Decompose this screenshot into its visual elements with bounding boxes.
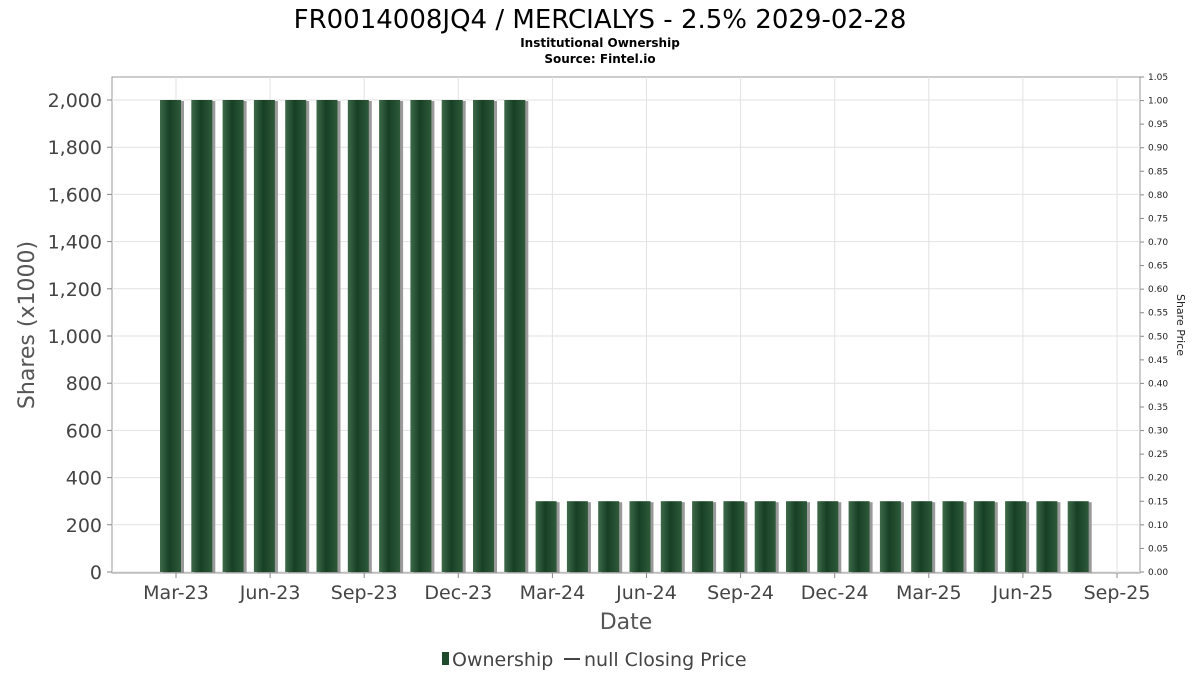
y-right-tick-label: 1.05 [1148, 73, 1168, 83]
legend-closing-price-label: null Closing Price [584, 649, 747, 671]
y-axis-right: 0.00 0.05 0.10 0.15 0.20 0.25 0.30 0.35 0.40 0.45… [1140, 73, 1168, 578]
ownership-bar [191, 100, 216, 573]
ownership-bar [598, 501, 623, 573]
chart-source: Source: Fintel.io [544, 52, 655, 66]
y-axis-right-label: Share Price [1174, 294, 1187, 356]
plot-area [111, 76, 1141, 574]
ownership-bar [754, 501, 779, 573]
ownership-bar [379, 100, 404, 573]
x-axis-label: Date [600, 610, 653, 635]
y-right-tick-label: 0.15 [1148, 497, 1168, 507]
y-tick-label: 1,800 [48, 137, 102, 159]
y-right-tick-label: 0.50 [1148, 332, 1168, 342]
x-tick-label: Sep-25 [1084, 582, 1151, 604]
x-tick-label: Mar-25 [896, 582, 962, 604]
ownership-bar [911, 501, 936, 573]
legend-ownership-swatch [442, 652, 449, 665]
y-tick-label: 2,000 [48, 90, 102, 112]
ownership-bar [879, 501, 904, 573]
legend-ownership-label: Ownership [452, 649, 553, 671]
y-tick-label: 0 [90, 562, 102, 584]
ownership-bar [723, 501, 748, 573]
ownership-bar [660, 501, 685, 573]
x-tick-label: Sep-24 [707, 582, 774, 604]
y-right-tick-label: 0.75 [1148, 214, 1168, 224]
chart-title: FR0014008JQ4 / MERCIALYS - 2.5% 2029-02-… [294, 5, 907, 35]
y-right-tick-label: 0.20 [1148, 474, 1168, 484]
y-right-tick-label: 0.85 [1148, 167, 1168, 177]
ownership-bar [410, 100, 435, 573]
y-tick-label: 200 [66, 515, 102, 537]
ownership-bar [504, 100, 529, 573]
y-right-tick-label: 0.65 [1148, 262, 1168, 272]
y-right-tick-label: 0.60 [1148, 285, 1168, 295]
y-right-tick-label: 0.10 [1148, 521, 1168, 531]
y-right-tick-label: 0.55 [1148, 309, 1168, 319]
ownership-bar [535, 501, 560, 573]
ownership-bar [316, 100, 341, 573]
y-tick-label: 400 [66, 468, 102, 490]
y-right-tick-label: 0.05 [1148, 544, 1168, 554]
ownership-bar [817, 501, 842, 573]
y-right-tick-label: 0.95 [1148, 120, 1168, 130]
y-axis-left: 0 200 400 600 800 1,000 1,200 1,400 1,600 1,800 2,… [48, 90, 112, 584]
ownership-bar [285, 100, 310, 573]
y-right-tick-label: 1.00 [1148, 97, 1168, 107]
ownership-bar [848, 501, 873, 573]
x-tick-label: Dec-23 [424, 582, 492, 604]
x-tick-label: Mar-23 [143, 582, 209, 604]
ownership-bar [1005, 501, 1030, 573]
y-right-tick-label: 0.40 [1148, 379, 1168, 389]
y-right-tick-label: 0.90 [1148, 144, 1168, 154]
ownership-bar [222, 100, 247, 573]
ownership-bar [441, 100, 466, 573]
bars-group [160, 100, 1092, 573]
ownership-bar [1067, 501, 1092, 573]
ownership-bar [1036, 501, 1061, 573]
ownership-bar [942, 501, 967, 573]
legend: Ownership null Closing Price [442, 649, 747, 671]
y-tick-label: 1,600 [48, 184, 102, 206]
x-axis: Mar-23 Jun-23 Sep-23 Dec-23 Mar-24 Jun-24 Sep-… [143, 573, 1150, 604]
y-right-tick-label: 0.45 [1148, 356, 1168, 366]
y-right-tick-label: 0.25 [1148, 450, 1168, 460]
ownership-bar [629, 501, 654, 573]
x-tick-label: Jun-23 [239, 582, 301, 604]
y-tick-label: 1,200 [48, 279, 102, 301]
y-right-tick-label: 0.35 [1148, 403, 1168, 413]
ownership-bar [253, 100, 278, 573]
ownership-bar [786, 501, 810, 573]
y-axis-label: Shares (x1000) [15, 241, 40, 409]
x-tick-label: Jun-25 [992, 582, 1054, 604]
x-tick-label: Sep-23 [331, 582, 398, 604]
x-tick-label: Jun-24 [615, 582, 677, 604]
ownership-bar [973, 501, 998, 573]
y-right-tick-label: 0.00 [1148, 568, 1168, 578]
ownership-bar [473, 100, 497, 573]
y-right-tick-label: 0.70 [1148, 238, 1168, 248]
ownership-bar [566, 501, 591, 573]
y-tick-label: 600 [66, 420, 102, 442]
y-tick-label: 1,000 [48, 326, 102, 348]
y-tick-label: 800 [66, 373, 102, 395]
y-right-tick-label: 0.30 [1148, 427, 1168, 437]
chart-subtitle: Institutional Ownership [520, 36, 680, 50]
ownership-bar [160, 100, 184, 573]
ownership-bar [692, 501, 717, 573]
x-tick-label: Mar-24 [520, 582, 586, 604]
y-tick-label: 1,400 [48, 232, 102, 254]
ownership-bar [347, 100, 372, 573]
x-tick-label: Dec-24 [801, 582, 869, 604]
y-right-tick-label: 0.80 [1148, 191, 1168, 201]
